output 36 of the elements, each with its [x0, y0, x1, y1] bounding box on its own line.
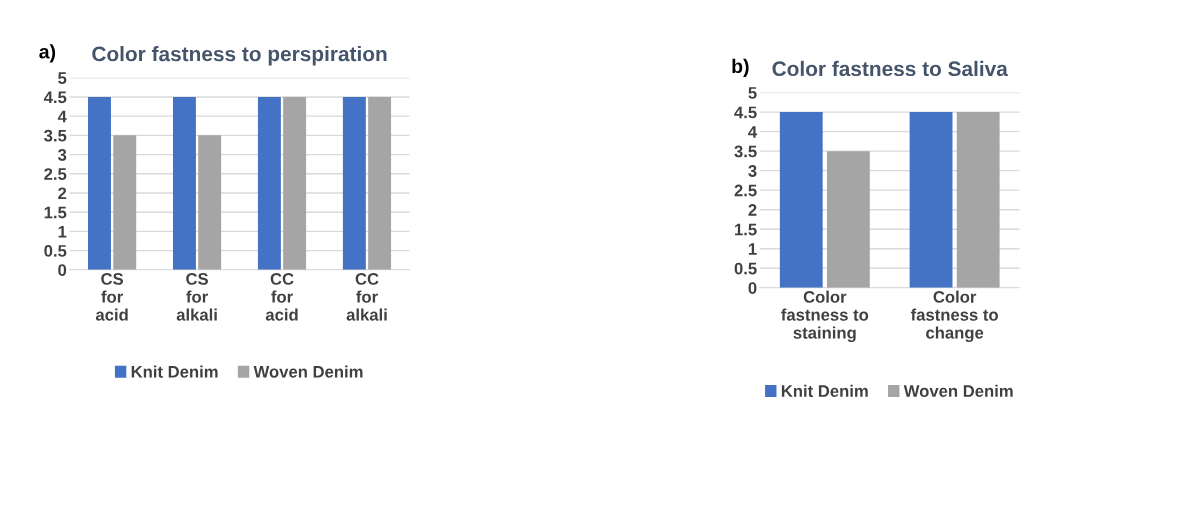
x-tick-label: Color fastness to staining [781, 290, 869, 343]
x-tick-label: CS for acid [95, 273, 128, 321]
x-tick-label: CS for alkali [176, 273, 217, 321]
y-tick-label: 5 [58, 72, 67, 84]
y-tick-label: 0 [58, 264, 67, 276]
text: b) [732, 58, 749, 77]
chart-title: Color fastness to perspiration [92, 46, 387, 66]
y-tick-label: 0.5 [44, 244, 67, 257]
y-tick-label: 4.5 [43, 91, 67, 104]
y-tick-label: 3 [57, 148, 67, 161]
y-tick-label: 2.5 [44, 168, 67, 180]
y-tick-label: 0 [748, 282, 757, 294]
legend-label: Knit Denim [781, 384, 868, 397]
y-tick-label: 3.5 [44, 129, 67, 142]
y-tick-label: 2 [58, 187, 67, 200]
y-tick-label: 2.5 [734, 184, 757, 197]
legend-label: Knit Denim [131, 365, 218, 378]
y-tick-label: 1 [58, 225, 67, 238]
y-tick-label: 5 [748, 87, 757, 99]
y-tick-label: 0.5 [734, 262, 757, 275]
x-tick-label: CC for alkali [346, 273, 387, 321]
y-tick-label: 1.5 [44, 206, 67, 219]
y-tick-label: 2 [748, 204, 757, 216]
y-tick-label: 4.5 [734, 106, 757, 119]
y-tick-label: 3.5 [734, 145, 757, 158]
x-tick-label: Color fastness to change [910, 290, 998, 343]
y-tick-label: 4 [57, 110, 67, 123]
chart-title: Color fastness to Saliva [772, 60, 1008, 77]
y-tick-label: 4 [748, 126, 758, 138]
y-tick-label: 1 [748, 243, 757, 255]
legend-label: Woven Denim [253, 365, 363, 378]
legend-label: Woven Denim [903, 384, 1013, 397]
text: a) [39, 44, 56, 63]
x-tick-label: CC for acid [265, 273, 298, 321]
y-tick-label: 1.5 [735, 223, 757, 236]
y-tick-label: 3 [748, 165, 757, 177]
